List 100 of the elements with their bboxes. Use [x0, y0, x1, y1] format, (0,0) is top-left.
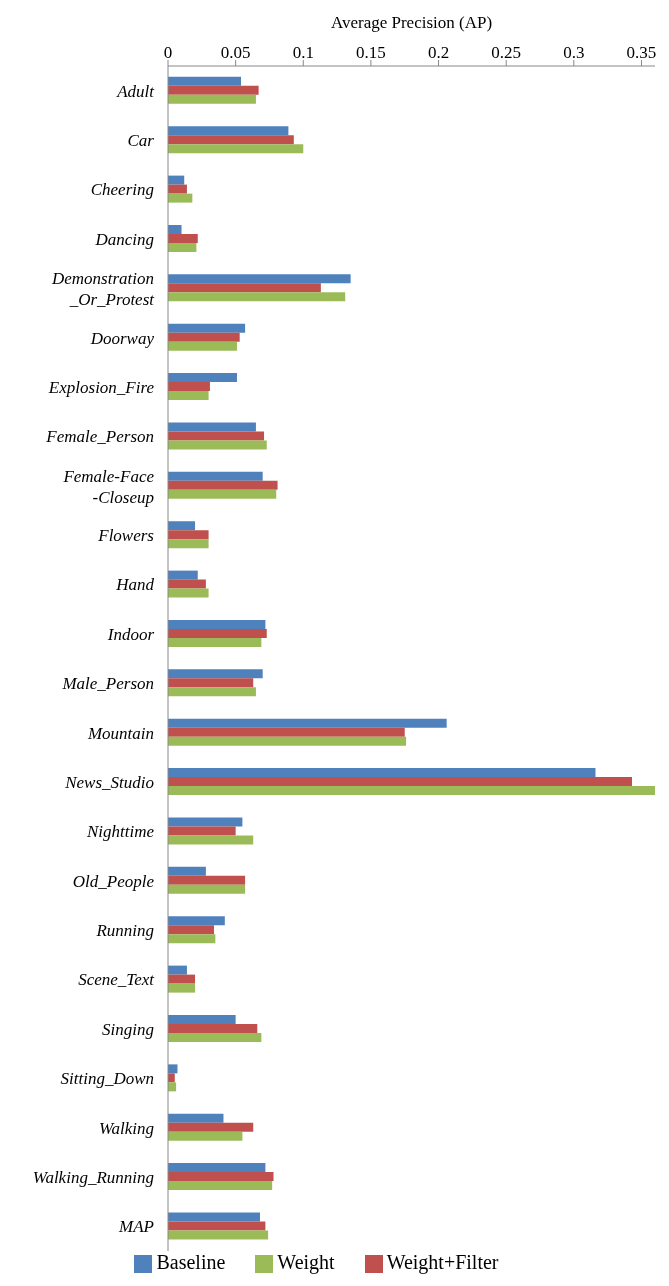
bar	[168, 983, 196, 993]
bar	[168, 588, 209, 598]
bar	[168, 1122, 254, 1132]
bar	[168, 637, 262, 647]
bar	[168, 440, 267, 450]
bar	[168, 579, 206, 589]
x-tick-label: 0.1	[292, 43, 314, 62]
bar	[168, 687, 256, 697]
bar	[168, 193, 193, 203]
bar	[168, 1014, 236, 1024]
bar	[168, 727, 405, 737]
bar	[168, 736, 407, 746]
bar	[168, 1172, 274, 1182]
bar	[168, 242, 197, 252]
bar	[168, 835, 254, 845]
y-tick-label: Flowers	[97, 526, 155, 546]
y-tick-label: Hand	[115, 575, 155, 595]
bar	[168, 184, 187, 194]
bar	[168, 570, 198, 580]
y-tick-label: MAP	[118, 1217, 154, 1237]
bar	[168, 274, 351, 284]
y-tick-label: Explosion_Fire	[47, 377, 155, 397]
bar	[168, 539, 209, 549]
x-tick-label: 0.3	[563, 43, 585, 62]
bar	[168, 628, 267, 638]
bar	[168, 619, 266, 629]
y-tick-label: Dancing	[94, 229, 154, 249]
legend-label: Weight	[277, 1251, 335, 1273]
bar	[168, 144, 304, 154]
bar	[168, 391, 209, 401]
y-tick-label: Scene_Text	[78, 970, 156, 990]
y-tick-label: Cheering	[90, 180, 154, 200]
bar	[168, 1032, 262, 1042]
y-tick-label: Sitting_Down	[60, 1069, 154, 1089]
x-tick-label: 0.05	[220, 43, 251, 62]
y-tick-label: Mountain	[86, 723, 154, 743]
bar	[168, 875, 246, 885]
bar	[168, 718, 447, 728]
y-tick-label: Female-Face-Closeup	[62, 466, 155, 507]
y-tick-label: Walking_Running	[32, 1167, 154, 1187]
x-tick-label: 0	[163, 43, 173, 62]
bar	[168, 826, 236, 836]
bar	[168, 669, 263, 679]
x-tick-label: 0.15	[356, 43, 386, 62]
bar	[168, 283, 321, 293]
legend-label: Weight+Filter	[386, 1251, 499, 1273]
bar	[168, 332, 240, 342]
bar	[168, 373, 237, 383]
bar	[168, 480, 278, 490]
bar	[168, 323, 246, 333]
bar	[168, 884, 246, 894]
bar	[168, 292, 346, 302]
y-tick-label: Doorway	[89, 328, 155, 348]
bar	[168, 76, 242, 86]
bar	[168, 431, 265, 441]
y-tick-label: Indoor	[106, 624, 155, 644]
bar	[168, 817, 243, 827]
bar	[168, 768, 596, 778]
bar	[168, 233, 198, 243]
bar	[168, 341, 237, 351]
y-tick-label: Walking	[98, 1118, 154, 1138]
bar	[168, 934, 216, 944]
bar	[168, 175, 185, 185]
bar	[168, 224, 182, 234]
bar	[168, 1181, 273, 1191]
bar	[168, 1131, 243, 1141]
y-tick-label: Car	[127, 131, 155, 151]
y-tick-label: Singing	[102, 1019, 154, 1039]
bar	[168, 521, 196, 531]
y-tick-label: News_Studio	[64, 772, 154, 792]
bar	[168, 530, 209, 540]
x-tick-label: 0.35	[626, 43, 657, 62]
bar	[168, 1163, 266, 1173]
bar	[168, 422, 256, 432]
bar	[168, 85, 259, 95]
bar	[168, 866, 206, 876]
bar	[168, 1230, 269, 1240]
bar	[168, 1212, 260, 1222]
bar	[168, 965, 187, 975]
bar	[168, 1221, 266, 1231]
y-tick-label: Nighttime	[85, 822, 155, 842]
bar	[168, 777, 632, 787]
bar	[168, 382, 210, 392]
x-tick-label: 0.25	[491, 43, 522, 62]
bar	[168, 489, 277, 499]
y-tick-label: Old_People	[72, 871, 155, 891]
bar	[168, 974, 196, 984]
bar	[168, 786, 655, 796]
x-tick-label: 0.2	[427, 43, 450, 62]
x-axis-title: Average Precision (AP)	[330, 13, 493, 33]
y-tick-label: Male_Person	[61, 674, 154, 694]
bar	[168, 1023, 258, 1033]
bar	[168, 126, 289, 136]
legend-label: Baseline	[156, 1251, 226, 1273]
y-tick-label: Female_Person	[45, 427, 154, 447]
y-tick-label: Demonstration_Or_Protest	[51, 269, 156, 310]
bar	[168, 925, 214, 935]
bar	[168, 1113, 224, 1123]
bar	[168, 916, 225, 926]
bar	[168, 135, 294, 145]
